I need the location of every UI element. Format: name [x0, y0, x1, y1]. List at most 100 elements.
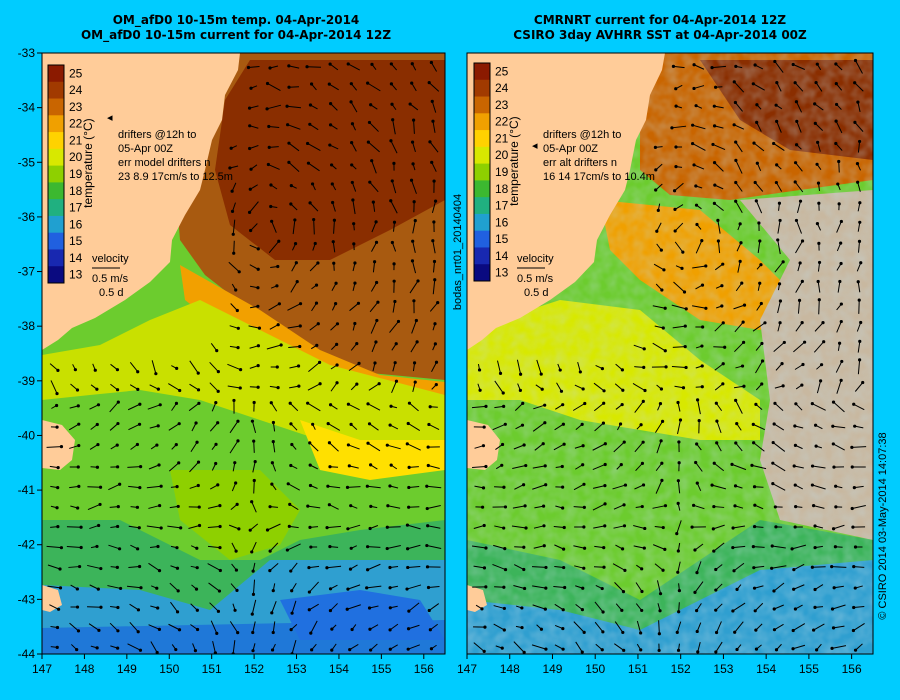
- current-vector-head: [410, 140, 415, 144]
- current-vector-head: [269, 183, 273, 187]
- current-vector: [814, 123, 824, 131]
- current-vector-head: [308, 103, 313, 107]
- current-vector-head: [600, 586, 604, 591]
- current-vector: [697, 399, 701, 415]
- current-vector-head: [502, 628, 506, 632]
- current-vector-head: [857, 239, 862, 243]
- current-vector-head: [714, 588, 718, 592]
- current-vector: [369, 122, 379, 132]
- current-vector-head: [603, 524, 607, 528]
- current-vector-head: [411, 118, 416, 122]
- current-vector: [46, 545, 62, 549]
- current-vector: [853, 605, 865, 609]
- current-vector: [128, 485, 140, 489]
- current-vector-head: [775, 163, 779, 167]
- current-vector: [673, 281, 685, 293]
- current-vector-head: [116, 646, 120, 650]
- current-vector: [326, 565, 342, 569]
- current-vector-head: [682, 290, 687, 294]
- current-vector: [532, 422, 546, 432]
- current-vector-head: [691, 123, 695, 127]
- current-vector-head: [58, 567, 62, 571]
- current-vector-head: [853, 81, 857, 85]
- current-vector-head: [406, 565, 410, 570]
- current-vector-head: [773, 401, 777, 405]
- current-vector-head: [249, 228, 253, 233]
- current-vector-head: [365, 484, 369, 488]
- current-vector: [426, 545, 442, 549]
- current-vector-head: [601, 421, 606, 425]
- current-vector-head: [839, 219, 843, 224]
- current-vector-head: [500, 463, 504, 467]
- current-vector-head: [741, 320, 745, 324]
- current-vector-head: [772, 607, 776, 611]
- current-vector: [852, 505, 866, 509]
- current-vector: [368, 383, 380, 391]
- current-vector: [367, 82, 381, 92]
- current-vector: [227, 363, 241, 371]
- current-vector-head: [676, 648, 681, 652]
- current-vector-head: [289, 628, 293, 632]
- current-vector-head: [603, 462, 607, 467]
- current-vector-head: [754, 647, 759, 651]
- current-vector: [170, 601, 178, 613]
- current-vector-head: [248, 528, 252, 532]
- current-vector: [229, 420, 239, 434]
- current-vector-head: [285, 548, 289, 552]
- drifter-marker-icon: ◂: [107, 112, 113, 124]
- current-vector-head: [659, 248, 663, 252]
- colorbar-tick: 20: [495, 148, 509, 162]
- current-vector: [369, 181, 379, 193]
- colorbar-tick: 15: [69, 234, 83, 248]
- current-vector: [272, 441, 276, 453]
- x-tick-label: 149: [542, 662, 562, 676]
- current-vector-head: [752, 441, 756, 445]
- colorbar-tick: 19: [495, 165, 509, 179]
- current-vector-head: [197, 523, 202, 528]
- current-vector-head: [839, 241, 843, 245]
- current-vector: [493, 623, 505, 631]
- current-vector: [428, 424, 440, 430]
- current-vector: [413, 120, 415, 134]
- current-vector: [391, 381, 397, 393]
- current-vector-head: [700, 385, 704, 389]
- current-vector-head: [810, 464, 815, 468]
- current-vector-head: [427, 422, 431, 427]
- current-vector-head: [620, 608, 624, 612]
- current-vector-head: [503, 422, 507, 426]
- current-vector-head: [252, 439, 256, 443]
- current-vector: [69, 485, 79, 489]
- current-vector-head: [640, 608, 644, 613]
- current-vector-head: [732, 569, 736, 573]
- current-vector-head: [817, 201, 821, 205]
- current-vector-head: [671, 64, 676, 69]
- current-vector-head: [233, 461, 237, 465]
- current-vector-head: [839, 261, 843, 266]
- current-vector: [652, 505, 666, 509]
- current-vector-head: [116, 629, 120, 633]
- current-vector-head: [755, 161, 759, 165]
- current-vector-head: [663, 349, 667, 353]
- current-vector: [432, 261, 436, 273]
- current-vector-head: [692, 163, 696, 167]
- current-vector-head: [405, 523, 410, 527]
- current-vector-head: [676, 549, 680, 553]
- current-vector-head: [543, 421, 547, 425]
- current-vector-head: [855, 162, 860, 166]
- current-vector-head: [524, 463, 528, 468]
- current-vector-head: [356, 301, 361, 305]
- current-vector-head: [135, 505, 140, 509]
- current-vector-head: [308, 122, 312, 126]
- current-vector-head: [276, 264, 280, 269]
- current-vector-head: [693, 590, 697, 595]
- current-vector-head: [393, 361, 397, 365]
- current-vector-head: [407, 609, 411, 613]
- current-vector-head: [674, 145, 678, 149]
- current-vector-head: [851, 628, 856, 633]
- current-vector-head: [676, 501, 680, 505]
- current-vector: [207, 563, 221, 571]
- current-vector-head: [780, 362, 784, 366]
- current-vector: [290, 281, 298, 293]
- current-vector-head: [622, 648, 626, 652]
- right-title: CMRNRT current for 04-Apr-2014 12Z: [534, 13, 786, 27]
